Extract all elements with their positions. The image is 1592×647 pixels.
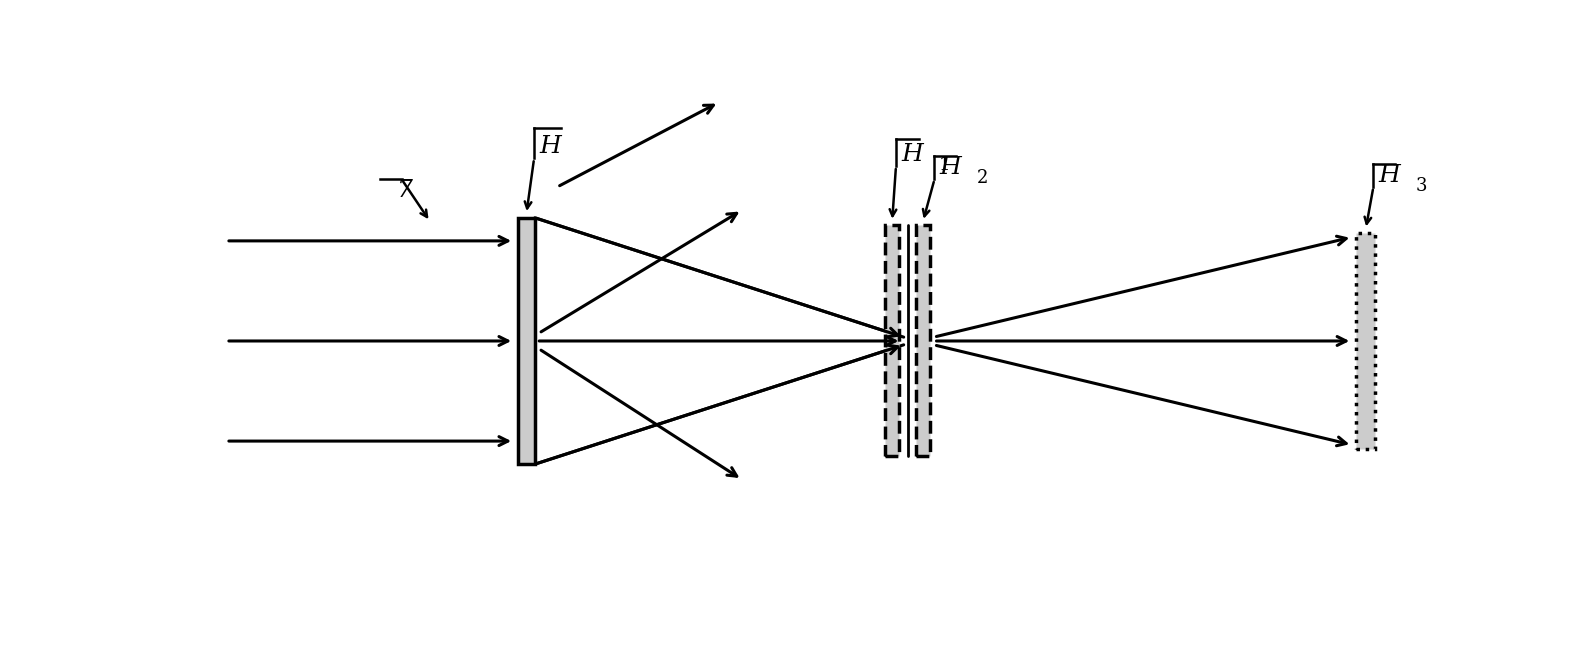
Text: H: H — [540, 135, 562, 159]
Bar — [885, 226, 899, 457]
Bar — [1356, 233, 1375, 449]
Text: H: H — [1379, 164, 1401, 187]
Bar — [915, 226, 930, 457]
Text: H: H — [901, 143, 923, 166]
Text: 3: 3 — [1415, 177, 1428, 195]
Text: H: H — [939, 157, 962, 179]
Text: 7: 7 — [396, 179, 412, 203]
Bar — [517, 218, 535, 464]
Text: 2: 2 — [977, 169, 989, 187]
Text: 1: 1 — [938, 156, 950, 174]
